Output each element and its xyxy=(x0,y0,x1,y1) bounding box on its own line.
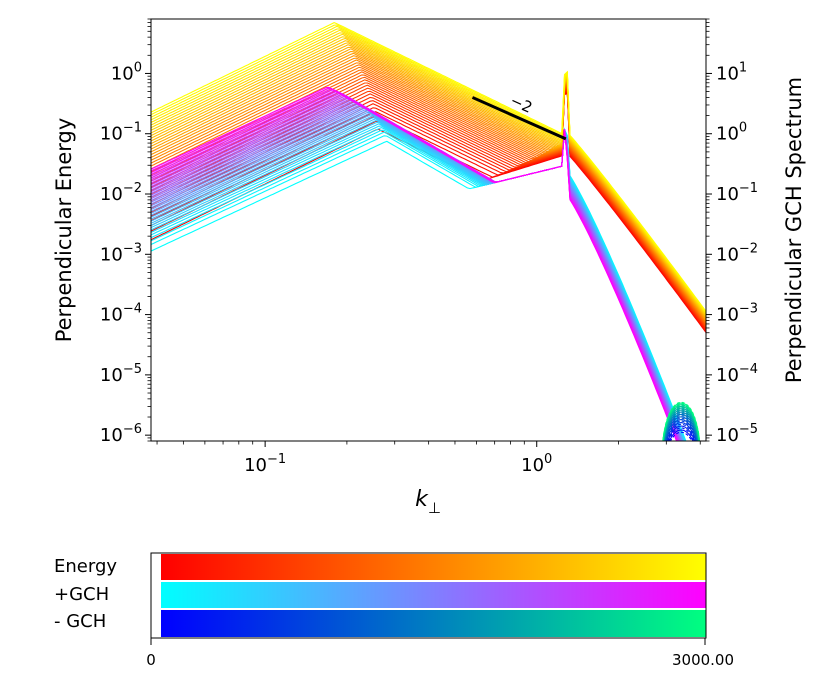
y-tick-label-left: 10−2 xyxy=(100,181,142,205)
colorbar-max-label: 3000.00 xyxy=(672,651,734,669)
legend-label-plus-gch: +GCH xyxy=(54,584,109,605)
y-axis-label-right: Perpendicular GCH Spectrum xyxy=(782,77,806,383)
minus-gch-series xyxy=(664,415,699,441)
colorbar-min-label: 0 xyxy=(146,651,156,669)
y-tick-label-right: 100 xyxy=(716,121,747,145)
y-tick-label-left: 10−4 xyxy=(100,302,142,326)
minus-gch-series xyxy=(667,427,695,441)
y-axis-label-left: Perpendicular Energy xyxy=(52,118,76,343)
y-tick-label-left: 10−5 xyxy=(100,362,142,386)
x-axis-label: k⊥ xyxy=(415,487,441,517)
spectra-lines xyxy=(151,21,706,441)
legend-label-minus-gch: - GCH xyxy=(54,611,106,632)
y-tick-label-right: 10−1 xyxy=(716,181,758,205)
reference-slope-line xyxy=(471,96,567,141)
colorbar-legend: Energy +GCH - GCH 0 3000.00 xyxy=(54,552,734,669)
y-tick-label-right: 10−2 xyxy=(716,241,758,265)
y-tick-label-left: 10−3 xyxy=(100,241,142,265)
minus-gch-series xyxy=(669,431,693,441)
colorbar-energy xyxy=(161,554,706,580)
minus-gch-series xyxy=(663,412,699,441)
y-tick-label-left: 100 xyxy=(111,60,142,84)
colorbar-plus-gch xyxy=(161,582,706,608)
legend-label-energy: Energy xyxy=(54,556,117,577)
y-tick-label-left: 10−1 xyxy=(100,121,142,145)
x-tick-label: 10−1 xyxy=(244,452,286,476)
minus-gch-series xyxy=(664,417,698,441)
energy-series xyxy=(151,62,706,322)
x-tick-label: 100 xyxy=(521,452,552,476)
colorbar-minus-gch xyxy=(161,610,706,637)
minus-gch-series xyxy=(668,429,694,441)
y-tick-label-right: 10−4 xyxy=(716,362,758,386)
y-tick-label-left: 10−6 xyxy=(100,422,142,446)
y-tick-label-right: 10−3 xyxy=(716,302,758,326)
minus-gch-series xyxy=(665,420,697,441)
y-tick-label-right: 10−5 xyxy=(716,422,758,446)
energy-series xyxy=(151,21,706,312)
minus-gch-series xyxy=(662,401,701,441)
colorbar-frame xyxy=(150,552,707,639)
energy-series xyxy=(151,32,706,315)
plus-gch-series xyxy=(151,86,678,441)
y-tick-label-right: 101 xyxy=(716,60,747,84)
energy-series xyxy=(151,37,706,317)
axis-ticks: 10−1 100 100 10−1 10−2 10−3 10−4 10−5 10−6 101 100… xyxy=(100,18,758,476)
